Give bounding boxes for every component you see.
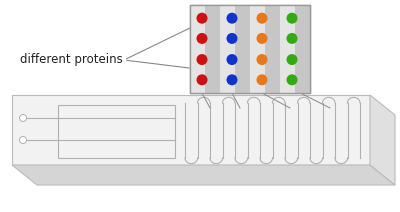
Circle shape: [196, 33, 208, 44]
Bar: [250, 5, 265, 93]
Bar: [190, 5, 310, 93]
Polygon shape: [370, 95, 395, 185]
Circle shape: [256, 74, 268, 85]
Bar: [220, 5, 235, 93]
Bar: [265, 5, 280, 93]
Circle shape: [20, 114, 26, 121]
Circle shape: [196, 13, 208, 24]
Bar: [205, 5, 220, 93]
Circle shape: [196, 54, 208, 65]
Circle shape: [256, 33, 268, 44]
Circle shape: [20, 137, 26, 144]
Circle shape: [226, 74, 238, 85]
Circle shape: [256, 54, 268, 65]
Bar: [190, 5, 310, 93]
Circle shape: [196, 74, 208, 85]
Circle shape: [286, 54, 298, 65]
Bar: [295, 5, 310, 93]
Bar: [280, 5, 295, 93]
Circle shape: [286, 74, 298, 85]
Circle shape: [256, 13, 268, 24]
Text: different proteins: different proteins: [20, 53, 123, 67]
Circle shape: [286, 13, 298, 24]
Bar: [235, 5, 250, 93]
Polygon shape: [12, 165, 395, 185]
Circle shape: [226, 33, 238, 44]
Bar: [190, 5, 205, 93]
Circle shape: [286, 33, 298, 44]
Circle shape: [226, 13, 238, 24]
Circle shape: [226, 54, 238, 65]
Bar: [58, 105, 175, 158]
Polygon shape: [12, 95, 370, 165]
